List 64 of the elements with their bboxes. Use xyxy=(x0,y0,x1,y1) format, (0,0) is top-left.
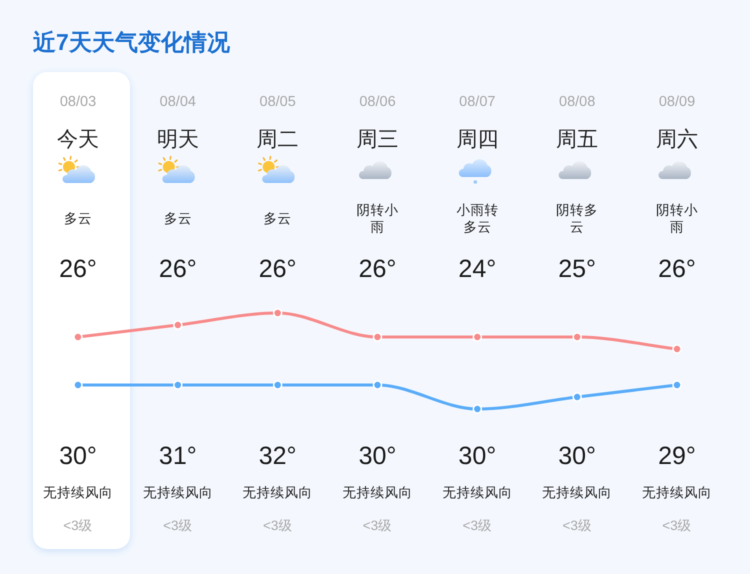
text: 多云 xyxy=(164,211,192,226)
data-label: 30° xyxy=(59,442,97,470)
text: 无持续风向 xyxy=(542,485,612,500)
text: <3级 xyxy=(662,518,692,533)
point xyxy=(372,380,382,390)
data-label: 26° xyxy=(59,255,97,283)
point xyxy=(73,380,83,390)
text: 阴转多云 xyxy=(556,202,598,234)
x-tick-label: 08/05 xyxy=(260,94,296,110)
text: 无持续风向 xyxy=(342,485,412,500)
point xyxy=(672,344,682,354)
data-label: 30° xyxy=(558,442,596,470)
data-label: 26° xyxy=(658,255,696,283)
point xyxy=(472,332,482,342)
text: 多云 xyxy=(264,211,292,226)
data-label: 31° xyxy=(158,442,197,470)
point xyxy=(272,308,282,318)
x-tick-label: 08/03 xyxy=(60,94,96,110)
text: 明天 xyxy=(156,128,199,151)
data-label: 30° xyxy=(358,442,396,470)
text: 阴转小雨 xyxy=(356,202,398,234)
point xyxy=(572,392,582,402)
text: 无持续风向 xyxy=(442,485,512,500)
text: 周三 xyxy=(356,128,398,151)
data-label: 26° xyxy=(258,255,297,283)
point xyxy=(372,332,382,342)
text: 周四 xyxy=(456,128,498,151)
point xyxy=(173,320,183,330)
point xyxy=(572,332,582,342)
text: <3级 xyxy=(362,518,392,533)
data-label: 26° xyxy=(358,255,396,283)
text: 阴转小雨 xyxy=(656,202,698,234)
x-tick-label: 08/07 xyxy=(459,94,496,110)
data-label: 29° xyxy=(658,442,696,470)
text: <3级 xyxy=(462,518,492,533)
text: 无持续风向 xyxy=(43,485,113,500)
data-label: 32° xyxy=(258,442,297,470)
point xyxy=(672,380,682,390)
data-label: 25° xyxy=(558,255,596,283)
text: 无持续风向 xyxy=(242,485,313,500)
text: 无持续风向 xyxy=(642,485,712,500)
point xyxy=(272,380,282,390)
text: 多云 xyxy=(64,211,92,226)
x-tick-label: 08/08 xyxy=(559,94,596,110)
data-label: 24° xyxy=(458,255,496,283)
point xyxy=(73,332,83,342)
chart-title: 近7天天气变化情况 xyxy=(32,29,231,55)
text: 周六 xyxy=(656,128,698,151)
data-label: 30° xyxy=(458,442,496,470)
text: <3级 xyxy=(163,518,193,533)
text: <3级 xyxy=(562,518,592,533)
text: 周五 xyxy=(556,128,598,151)
text: <3级 xyxy=(262,518,292,533)
text: 今天 xyxy=(57,128,99,151)
text: 周二 xyxy=(256,128,299,151)
data-label: 26° xyxy=(158,255,197,283)
x-tick-label: 08/09 xyxy=(658,94,696,110)
x-tick-label: 08/04 xyxy=(160,94,196,110)
text: <3级 xyxy=(63,518,93,533)
x-tick-label: 08/06 xyxy=(359,94,396,110)
point xyxy=(472,404,482,414)
point xyxy=(173,380,183,390)
text: 小雨转多云 xyxy=(456,202,498,234)
text: 无持续风向 xyxy=(142,485,213,500)
